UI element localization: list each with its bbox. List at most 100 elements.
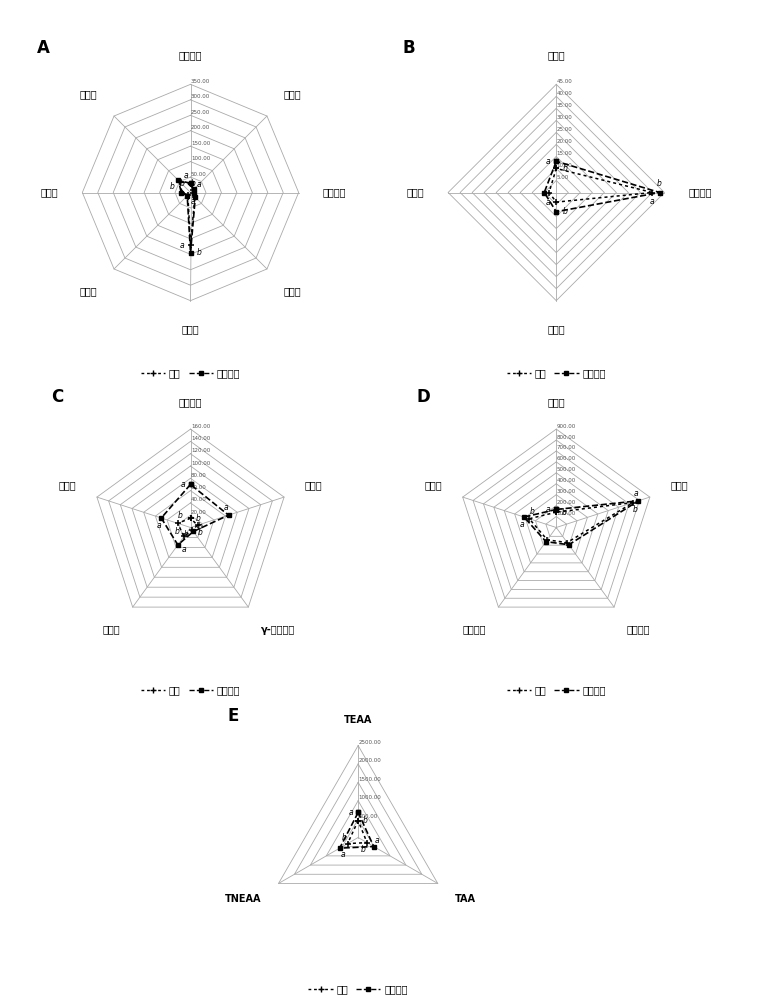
- Text: 50.00: 50.00: [191, 172, 207, 177]
- Text: E: E: [228, 707, 239, 725]
- Text: 100.00: 100.00: [557, 511, 576, 516]
- Text: 200.00: 200.00: [191, 125, 210, 130]
- Text: 亮氨酸: 亮氨酸: [79, 89, 98, 99]
- Text: D: D: [417, 388, 431, 406]
- Text: 5.00: 5.00: [557, 175, 569, 180]
- Text: B: B: [402, 39, 415, 57]
- Text: 丙氨酸: 丙氨酸: [424, 480, 442, 490]
- Legend: 对照, 虞宁木霉: 对照, 虞宁木霉: [137, 364, 244, 382]
- Text: 200.00: 200.00: [557, 500, 576, 505]
- Text: b: b: [341, 833, 347, 842]
- Text: 800.00: 800.00: [557, 435, 576, 440]
- Text: b: b: [197, 522, 202, 531]
- Text: b: b: [562, 207, 568, 216]
- Text: 苏氨酸: 苏氨酸: [283, 89, 302, 99]
- Text: a: a: [181, 480, 185, 489]
- Text: 20.00: 20.00: [191, 510, 207, 515]
- Legend: 对照, 虞宁木霉: 对照, 虞宁木霉: [503, 682, 610, 700]
- Text: 25.00: 25.00: [557, 127, 572, 132]
- Text: a: a: [634, 489, 639, 498]
- Text: 2000.00: 2000.00: [359, 758, 381, 763]
- Text: 谷氨酰胺: 谷氨酰胺: [627, 625, 650, 635]
- Text: a: a: [197, 180, 201, 189]
- Text: a: a: [182, 545, 187, 554]
- Text: 天冬氨酸: 天冬氨酸: [463, 625, 485, 635]
- Text: 胴氨酸: 胴氨酸: [547, 324, 565, 334]
- Text: TAA: TAA: [455, 894, 476, 904]
- Text: a: a: [341, 850, 346, 859]
- Text: b: b: [361, 845, 366, 854]
- Text: a: a: [546, 157, 550, 166]
- Text: b: b: [363, 816, 368, 825]
- Text: 40.00: 40.00: [557, 91, 572, 96]
- Text: b: b: [170, 182, 174, 191]
- Text: 丝氨酸: 丝氨酸: [59, 480, 76, 490]
- Text: TNEAA: TNEAA: [225, 894, 261, 904]
- Legend: 对照, 虞宁木霉: 对照, 虞宁木霉: [137, 682, 244, 700]
- Text: b: b: [196, 514, 201, 523]
- Text: 900.00: 900.00: [557, 424, 576, 429]
- Text: b: b: [179, 179, 184, 188]
- Text: 2500.00: 2500.00: [359, 740, 381, 745]
- Text: 600.00: 600.00: [557, 456, 576, 461]
- Legend: 对照, 虞宁木霉: 对照, 虞宁木霉: [305, 980, 411, 998]
- Text: 1500.00: 1500.00: [359, 777, 381, 782]
- Text: b: b: [175, 527, 180, 536]
- Text: 60.00: 60.00: [191, 485, 207, 490]
- Text: 120.00: 120.00: [191, 448, 210, 453]
- Text: 组氨酸: 组氨酸: [79, 286, 98, 296]
- Text: 1000.00: 1000.00: [359, 795, 381, 800]
- Text: 300.00: 300.00: [557, 489, 576, 494]
- Text: 500.00: 500.00: [359, 814, 378, 819]
- Text: b: b: [191, 179, 196, 188]
- Text: 天冬酰胺: 天冬酰胺: [179, 397, 202, 407]
- Text: 30.00: 30.00: [557, 115, 572, 120]
- Text: b: b: [197, 248, 202, 257]
- Text: 鸟氨酸: 鸟氨酸: [305, 480, 322, 490]
- Text: 甘氨酸: 甘氨酸: [547, 51, 565, 61]
- Text: 150.00: 150.00: [191, 141, 210, 146]
- Text: a: a: [184, 171, 188, 180]
- Text: 20.00: 20.00: [557, 139, 572, 144]
- Text: 胱氨酸: 胱氨酸: [407, 188, 424, 198]
- Text: 牛磺酸: 牛磺酸: [102, 625, 120, 635]
- Text: 15.00: 15.00: [557, 151, 572, 156]
- Text: 35.00: 35.00: [557, 103, 572, 108]
- Text: 10.00: 10.00: [557, 163, 572, 168]
- Text: TEAA: TEAA: [344, 715, 373, 725]
- Text: 100.00: 100.00: [191, 156, 210, 161]
- Text: a: a: [348, 808, 353, 817]
- Text: 160.00: 160.00: [191, 424, 210, 429]
- Text: 140.00: 140.00: [191, 436, 210, 441]
- Text: b: b: [530, 507, 534, 516]
- Text: 80.00: 80.00: [191, 473, 207, 478]
- Text: b: b: [184, 530, 188, 539]
- Text: 700.00: 700.00: [557, 445, 576, 450]
- Text: 300.00: 300.00: [191, 94, 210, 99]
- Text: 半胱氨酸: 半胱氨酸: [688, 188, 712, 198]
- Text: a: a: [546, 505, 551, 514]
- Text: 异亮氨酸: 异亮氨酸: [179, 51, 202, 61]
- Text: 45.00: 45.00: [557, 79, 572, 84]
- Text: a: a: [224, 503, 229, 512]
- Text: a: a: [650, 197, 655, 206]
- Text: 酪氨酸: 酪氨酸: [547, 397, 565, 407]
- Text: b: b: [562, 164, 568, 173]
- Text: a: a: [375, 836, 379, 845]
- Text: 谷氨酸: 谷氨酸: [671, 480, 688, 490]
- Text: b: b: [178, 511, 183, 520]
- Text: γ-氨基丁酸: γ-氨基丁酸: [261, 625, 296, 635]
- Text: b: b: [197, 528, 203, 537]
- Text: a: a: [156, 521, 161, 530]
- Text: b: b: [562, 508, 567, 517]
- Text: 400.00: 400.00: [557, 478, 576, 483]
- Text: 赖氨酸: 赖氨酸: [283, 286, 302, 296]
- Text: a: a: [180, 241, 184, 250]
- Text: 苯丙氨酸: 苯丙氨酸: [322, 188, 346, 198]
- Text: 350.00: 350.00: [191, 79, 210, 84]
- Text: b: b: [657, 179, 662, 188]
- Text: 缬氨酸: 缬氨酸: [41, 188, 59, 198]
- Text: a: a: [519, 520, 524, 529]
- Text: 精氨酸: 精氨酸: [181, 324, 200, 334]
- Text: A: A: [37, 39, 50, 57]
